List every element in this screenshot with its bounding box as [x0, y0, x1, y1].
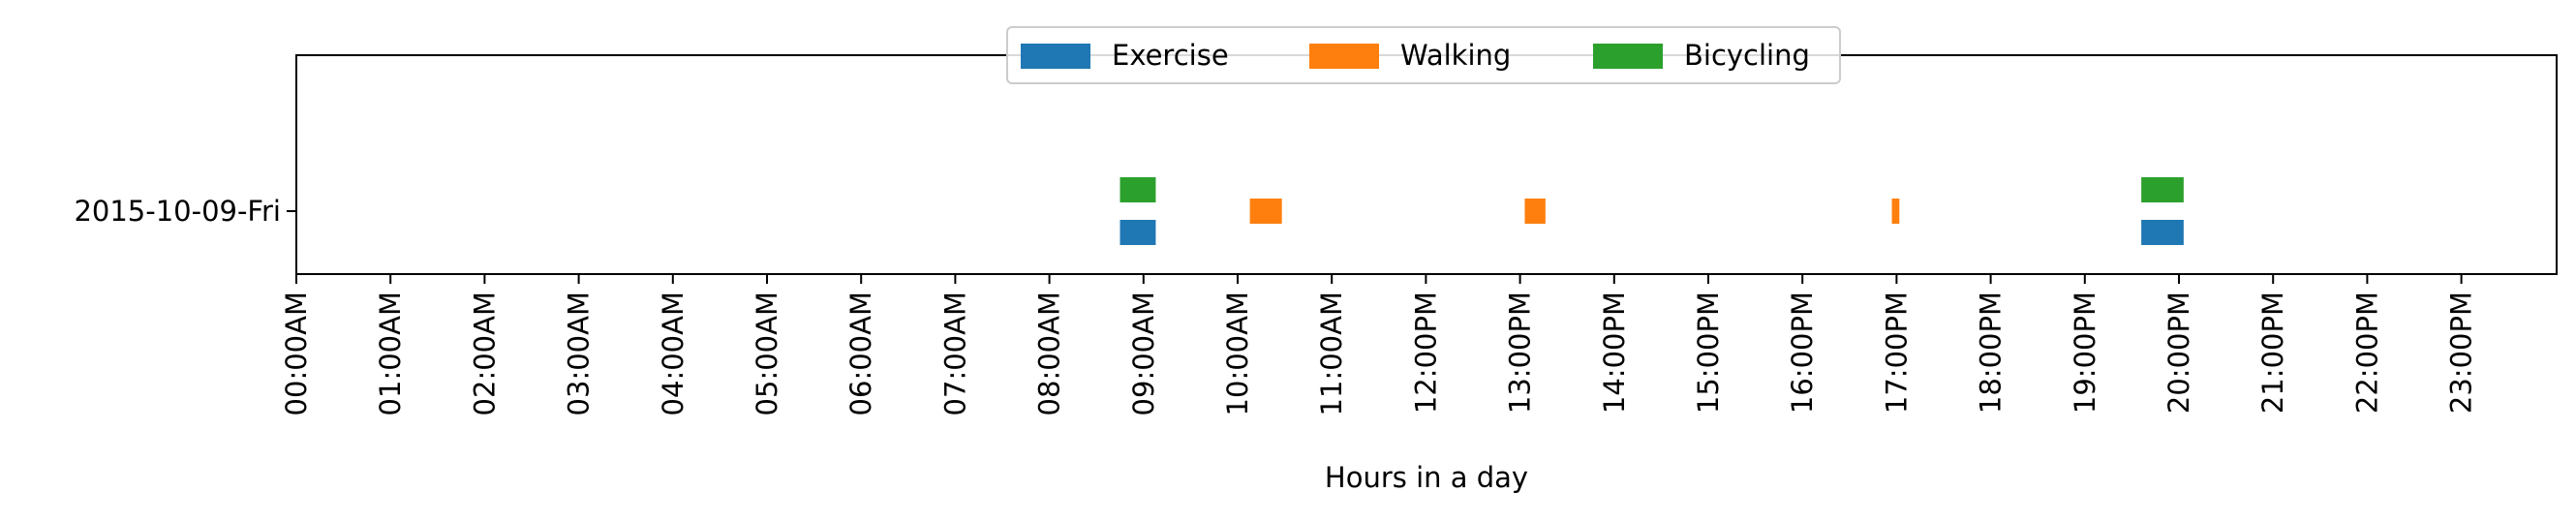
legend-label-walking: Walking [1400, 39, 1511, 72]
x-tick-label: 18:00PM [1975, 292, 2008, 414]
x-axis-label: Hours in a day [1325, 461, 1528, 494]
x-tick-label: 15:00PM [1692, 292, 1725, 414]
x-tick-label: 13:00PM [1504, 292, 1537, 414]
bar-bicycling-1 [2141, 177, 2184, 202]
x-tick-label: 03:00AM [563, 292, 596, 415]
x-tick-label: 20:00PM [2162, 292, 2195, 414]
x-tick-label: 06:00AM [844, 292, 877, 415]
x-tick-label: 11:00AM [1315, 292, 1348, 415]
x-tick-label: 16:00PM [1786, 292, 1819, 414]
x-tick-label: 14:00PM [1598, 292, 1631, 414]
y-tick-label: 2015-10-09-Fri [74, 195, 281, 228]
x-tick-label: 04:00AM [657, 292, 690, 415]
bar-exercise-0 [1119, 220, 1156, 245]
x-tick-label: 05:00AM [751, 292, 783, 415]
legend-swatch-bicycling [1593, 44, 1663, 69]
x-tick-label: 23:00PM [2445, 292, 2478, 414]
x-tick-label: 01:00AM [374, 292, 407, 415]
x-tick-label: 12:00PM [1409, 292, 1442, 414]
x-tick-label: 08:00AM [1033, 292, 1066, 415]
x-tick-label: 10:00AM [1221, 292, 1254, 415]
x-axis: 00:00AM 01:00AM 02:00AM 03:00AM 04:00AM 05:00… [280, 274, 2478, 415]
bar-bicycling-0 [1119, 177, 1156, 202]
legend-box [1006, 26, 1841, 84]
bars-layer [1119, 177, 2184, 245]
legend-swatch-walking [1309, 44, 1379, 69]
bar-walking-2 [1891, 199, 1900, 224]
x-tick-label: 21:00PM [2256, 292, 2289, 414]
legend-swatch-exercise [1021, 44, 1090, 69]
x-tick-label: 09:00AM [1127, 292, 1160, 415]
bar-exercise-1 [2141, 220, 2184, 245]
plot-frame [295, 54, 2558, 275]
x-tick-label: 17:00PM [1880, 292, 1913, 414]
x-tick-label: 07:00AM [938, 292, 971, 415]
y-axis: 2015-10-09-Fri [74, 195, 296, 228]
x-tick-label: 02:00AM [468, 292, 501, 415]
legend-label-bicycling: Bicycling [1684, 39, 1810, 72]
bar-walking-1 [1524, 199, 1546, 224]
legend-label-exercise: Exercise [1112, 39, 1229, 72]
x-tick-label: 00:00AM [280, 292, 313, 415]
x-tick-label: 19:00PM [2069, 292, 2101, 414]
legend: Exercise Walking Bicycling [1006, 26, 1841, 84]
bar-walking-0 [1249, 199, 1282, 224]
x-tick-label: 22:00PM [2350, 292, 2383, 414]
